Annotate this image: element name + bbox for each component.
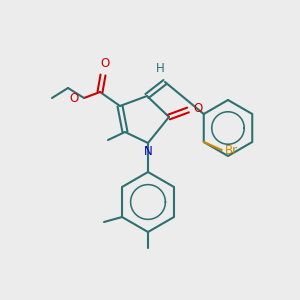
Text: N: N [144,145,152,158]
Text: O: O [100,57,109,70]
Text: O: O [70,92,79,104]
Text: Br: Br [225,143,238,157]
Text: O: O [193,103,202,116]
Text: H: H [156,62,164,75]
